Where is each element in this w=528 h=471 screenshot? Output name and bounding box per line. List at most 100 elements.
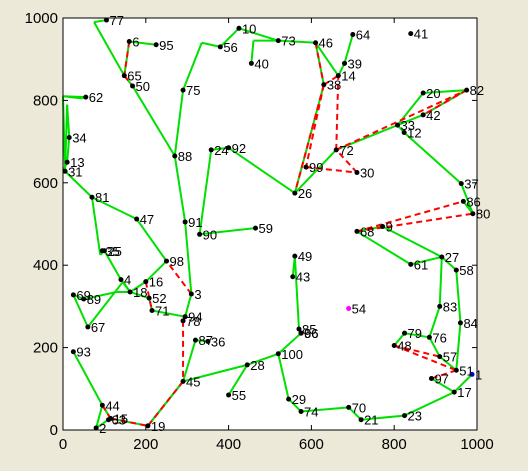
node-label-94: 94 [188, 310, 202, 325]
node-label-49: 49 [298, 249, 312, 264]
node-point-81 [89, 194, 95, 200]
dashed-edge-8 [422, 89, 468, 116]
node-label-76: 76 [432, 330, 446, 345]
dashed-edge-4 [335, 75, 340, 150]
node-label-30: 30 [360, 166, 374, 181]
node-label-44: 44 [105, 398, 119, 413]
node-point-70 [346, 404, 352, 410]
solid-edge-11 [90, 197, 102, 256]
node-label-85: 85 [302, 322, 316, 337]
solid-edge-52 [294, 149, 337, 194]
node-label-46: 46 [319, 36, 333, 51]
node-label-47: 47 [140, 212, 154, 227]
node-label-72: 72 [339, 143, 353, 158]
node-point-61 [408, 261, 414, 267]
solid-edge-73 [404, 332, 430, 339]
node-point-19 [145, 423, 151, 429]
node-label-14: 14 [341, 69, 355, 84]
node-label-79: 79 [408, 326, 422, 341]
node-label-52: 52 [152, 291, 166, 306]
node-point-93 [70, 349, 76, 355]
node-label-48: 48 [397, 339, 411, 354]
node-label-50: 50 [136, 79, 150, 94]
node-point-39 [342, 60, 348, 66]
x-tick-label-1: 200 [133, 436, 158, 453]
node-label-38: 38 [327, 78, 341, 93]
node-point-96 [298, 330, 304, 336]
node-point-14 [335, 73, 341, 79]
node-label-39: 39 [348, 56, 362, 71]
node-label-23: 23 [408, 409, 422, 424]
node-point-67 [85, 324, 91, 330]
solid-edge-80 [287, 398, 302, 413]
dashed-edge-12 [393, 344, 440, 358]
dashed-edge-3 [335, 149, 358, 174]
y-tick-label-2: 400 [33, 257, 58, 274]
solid-edge-41 [129, 40, 157, 46]
node-label-26: 26 [298, 186, 312, 201]
dashed-edge-13 [431, 369, 457, 380]
solid-edge-96 [72, 351, 104, 406]
node-point-99 [303, 164, 309, 170]
node-point-82 [464, 87, 470, 93]
node-label-34: 34 [72, 130, 86, 145]
node-point-3 [188, 291, 194, 297]
node-label-78: 78 [186, 314, 200, 329]
node-point-18 [127, 289, 133, 295]
solid-edge-16 [145, 260, 168, 283]
node-label-27: 27 [445, 250, 459, 265]
solid-edge-19 [151, 309, 186, 318]
node-point-89 [81, 296, 87, 302]
node-point-26 [292, 190, 298, 196]
node-label-77: 77 [109, 13, 123, 28]
node-point-23 [402, 413, 408, 419]
solid-edge-1 [66, 137, 71, 163]
node-point-90 [197, 231, 203, 237]
node-point-86 [460, 198, 466, 204]
node-label-87: 87 [198, 333, 212, 348]
node-point-49 [292, 253, 298, 259]
solid-edge-59 [460, 183, 474, 215]
solid-edge-63 [441, 256, 457, 271]
node-point-40 [248, 60, 254, 66]
node-point-21 [358, 417, 364, 423]
solid-edge-97 [147, 380, 184, 427]
node-point-16 [143, 279, 149, 285]
node-point-71 [149, 308, 155, 314]
node-point-91 [182, 219, 188, 225]
node-point-12 [401, 130, 407, 136]
solid-edge-74 [430, 377, 455, 393]
solid-edge-84 [293, 256, 300, 330]
x-tick-label-0: 0 [59, 436, 67, 453]
node-label-15: 15 [114, 411, 128, 426]
node-point-9 [380, 223, 386, 229]
node-point-83 [437, 303, 443, 309]
dashed-edge-18 [110, 417, 149, 427]
x-tick-label-2: 400 [216, 436, 241, 453]
node-label-74: 74 [304, 404, 318, 419]
node-label-89: 89 [87, 292, 101, 307]
dashed-edge-16 [165, 260, 193, 295]
solid-edge-35 [314, 42, 340, 77]
dashed-edge-6 [314, 42, 325, 85]
node-label-92: 92 [232, 141, 246, 156]
node-point-31 [62, 168, 68, 174]
solid-edge-65 [455, 322, 462, 371]
dashed-edges [101, 41, 474, 427]
node-point-87 [192, 337, 198, 343]
node-label-28: 28 [250, 358, 264, 373]
node-label-84: 84 [463, 316, 477, 331]
node-label-73: 73 [281, 34, 295, 49]
solid-edge-38 [250, 40, 255, 64]
node-label-81: 81 [95, 190, 109, 205]
solid-edge-75 [453, 373, 473, 393]
node-label-80: 80 [476, 207, 490, 222]
node-point-36 [205, 338, 211, 344]
node-point-84 [457, 320, 463, 326]
node-point-63 [106, 417, 112, 423]
node-point-29 [286, 396, 292, 402]
node-point-48 [391, 343, 397, 349]
node-label-55: 55 [232, 388, 246, 403]
node-point-50 [130, 83, 136, 89]
